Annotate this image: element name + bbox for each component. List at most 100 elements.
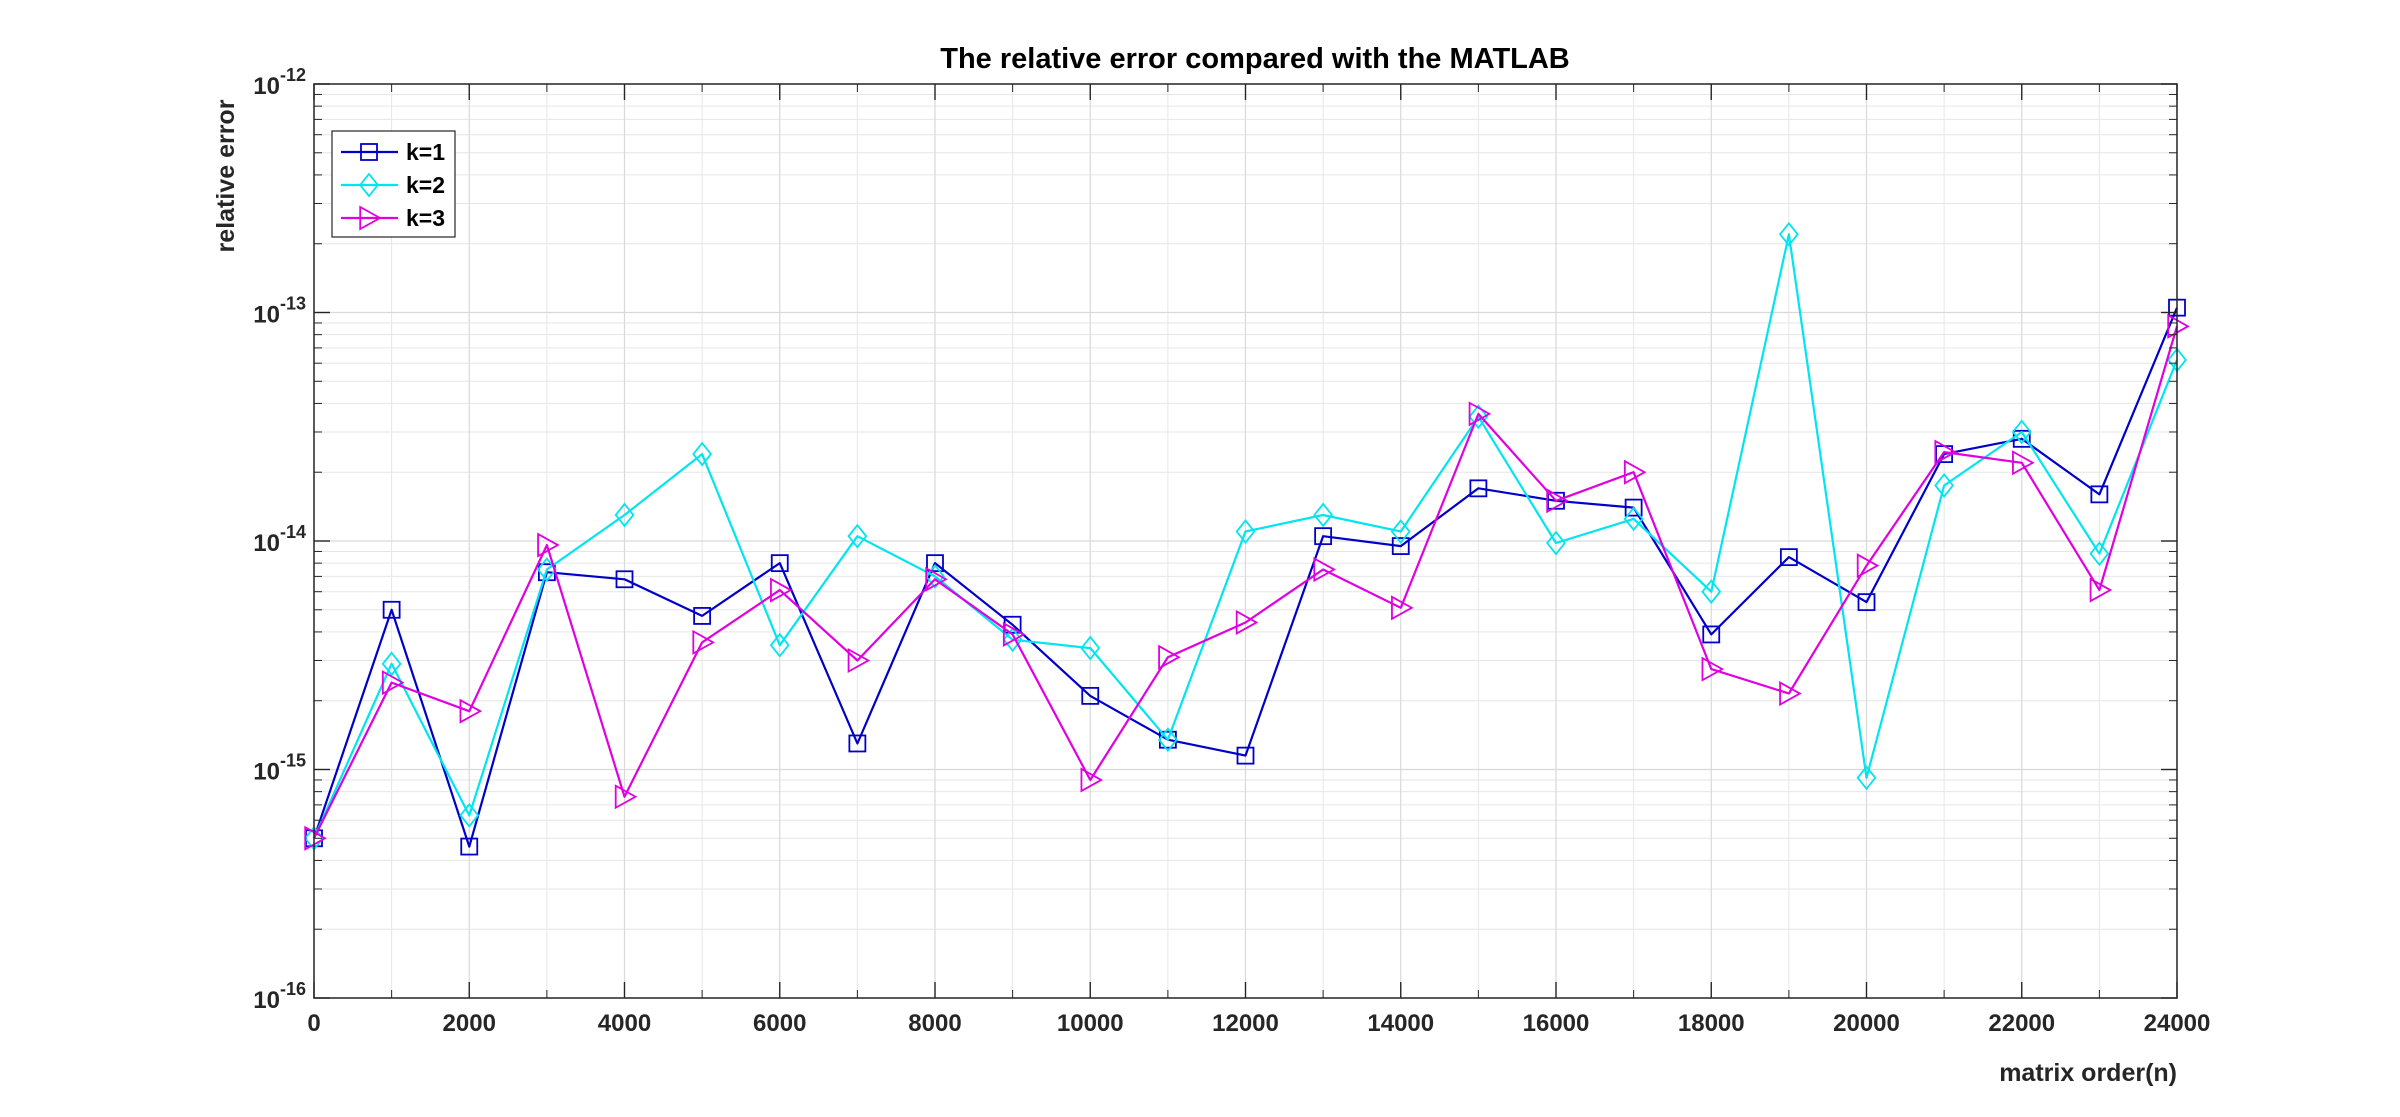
legend-marker: [359, 205, 382, 231]
series-k=2: [304, 221, 2187, 851]
data-point: [1857, 593, 1876, 612]
data-point: [2011, 419, 2032, 445]
data-point: [460, 837, 479, 856]
data-point: [847, 647, 871, 674]
data-point: [925, 563, 945, 589]
legend-label: k=2: [406, 172, 445, 198]
legend-label: k=1: [406, 139, 445, 165]
data-point: [926, 554, 944, 573]
data-point: [1313, 502, 1334, 528]
x-tick-label: 18000: [1678, 1010, 1745, 1037]
data-point: [1702, 625, 1721, 644]
data-point: [1391, 537, 1410, 555]
data-point: [1701, 579, 1722, 605]
data-point: [1468, 404, 1489, 430]
x-tick-label: 14000: [1367, 1010, 1434, 1037]
data-point: [1546, 488, 1569, 514]
x-tick-label: 4000: [598, 1010, 651, 1037]
data-point: [537, 532, 560, 558]
data-point: [1623, 459, 1647, 485]
data-point: [1778, 221, 1799, 247]
data-point: [615, 570, 634, 589]
data-point: [1779, 548, 1798, 567]
y-tick-label: 10-12: [253, 65, 306, 100]
data-point: [382, 600, 401, 619]
series-layer: [304, 221, 2190, 856]
x-tick-label: 6000: [753, 1010, 806, 1037]
data-point: [769, 632, 790, 658]
data-point: [1390, 519, 1411, 544]
x-tick-label: 16000: [1523, 1010, 1590, 1037]
data-point: [459, 698, 483, 724]
data-point: [1934, 473, 1955, 498]
data-point: [1469, 479, 1488, 498]
data-point: [693, 607, 712, 625]
data-point: [1314, 527, 1333, 546]
data-point: [1934, 439, 1957, 465]
series-k=3: [304, 313, 2190, 851]
data-point: [1081, 686, 1100, 705]
x-tick-labels: 0 2000 4000 6000 8000 10000 12000 14000 16000 180…: [307, 1010, 2210, 1037]
data-point: [692, 441, 713, 467]
data-point: [1080, 767, 1104, 793]
data-point: [2012, 450, 2035, 476]
data-point: [459, 802, 480, 828]
y-axis-label: relative error: [212, 99, 240, 252]
x-tick-label: 12000: [1212, 1010, 1279, 1037]
data-point: [2089, 577, 2113, 603]
data-point: [847, 523, 868, 549]
data-point: [1235, 519, 1256, 544]
data-point: [1391, 595, 1414, 621]
series-line: [313, 325, 2179, 839]
data-point: [2167, 313, 2190, 339]
series-line: [312, 307, 2179, 848]
legend: k=1 k=2 k=3: [331, 130, 456, 238]
data-point: [1313, 557, 1336, 583]
data-point: [1002, 627, 1023, 653]
x-tick-label: 0: [307, 1010, 320, 1037]
x-tick-label: 22000: [1988, 1010, 2055, 1037]
data-point: [1080, 635, 1101, 661]
data-point: [1546, 530, 1566, 556]
data-point: [1236, 746, 1255, 765]
data-point: [1701, 656, 1725, 682]
data-point: [2090, 485, 2109, 504]
legend-label: k=3: [406, 205, 445, 231]
x-tick-label: 24000: [2144, 1010, 2211, 1037]
y-tick-label: 10-15: [253, 751, 306, 786]
data-point: [1856, 765, 1877, 791]
x-tick-label: 2000: [443, 1010, 496, 1037]
data-point: [1157, 727, 1178, 753]
y-tick-label: 10-16: [253, 979, 306, 1014]
data-point: [770, 577, 793, 603]
data-point: [1002, 621, 1026, 647]
data-point: [692, 629, 715, 655]
axis-ticks: [313, 83, 2178, 999]
legend-marker: [360, 143, 378, 161]
data-point: [1158, 644, 1181, 670]
data-point: [1624, 498, 1643, 517]
data-point: [1856, 553, 1880, 579]
legend-marker: [359, 172, 379, 198]
data-point: [381, 651, 402, 677]
y-tick-labels: 10-16 10-15 10-14 10-13 10-12: [253, 65, 306, 1014]
data-point: [614, 784, 638, 810]
data-point: [1623, 506, 1644, 532]
data-point: [304, 825, 327, 851]
x-axis-label: matrix order(n): [1999, 1059, 2177, 1087]
data-point: [770, 554, 789, 573]
data-point: [2089, 541, 2110, 567]
data-point: [1779, 681, 1802, 707]
data-point: [925, 566, 948, 592]
data-point: [381, 670, 405, 696]
x-tick-label: 8000: [908, 1010, 961, 1037]
x-tick-label: 10000: [1057, 1010, 1124, 1037]
y-tick-label: 10-14: [253, 522, 306, 557]
data-point: [1235, 609, 1259, 636]
y-tick-label: 10-13: [253, 294, 306, 329]
data-point: [848, 734, 867, 753]
chart-title: The relative error compared with the MAT…: [940, 43, 1570, 75]
data-point: [614, 502, 635, 528]
series-line: [312, 233, 2179, 839]
